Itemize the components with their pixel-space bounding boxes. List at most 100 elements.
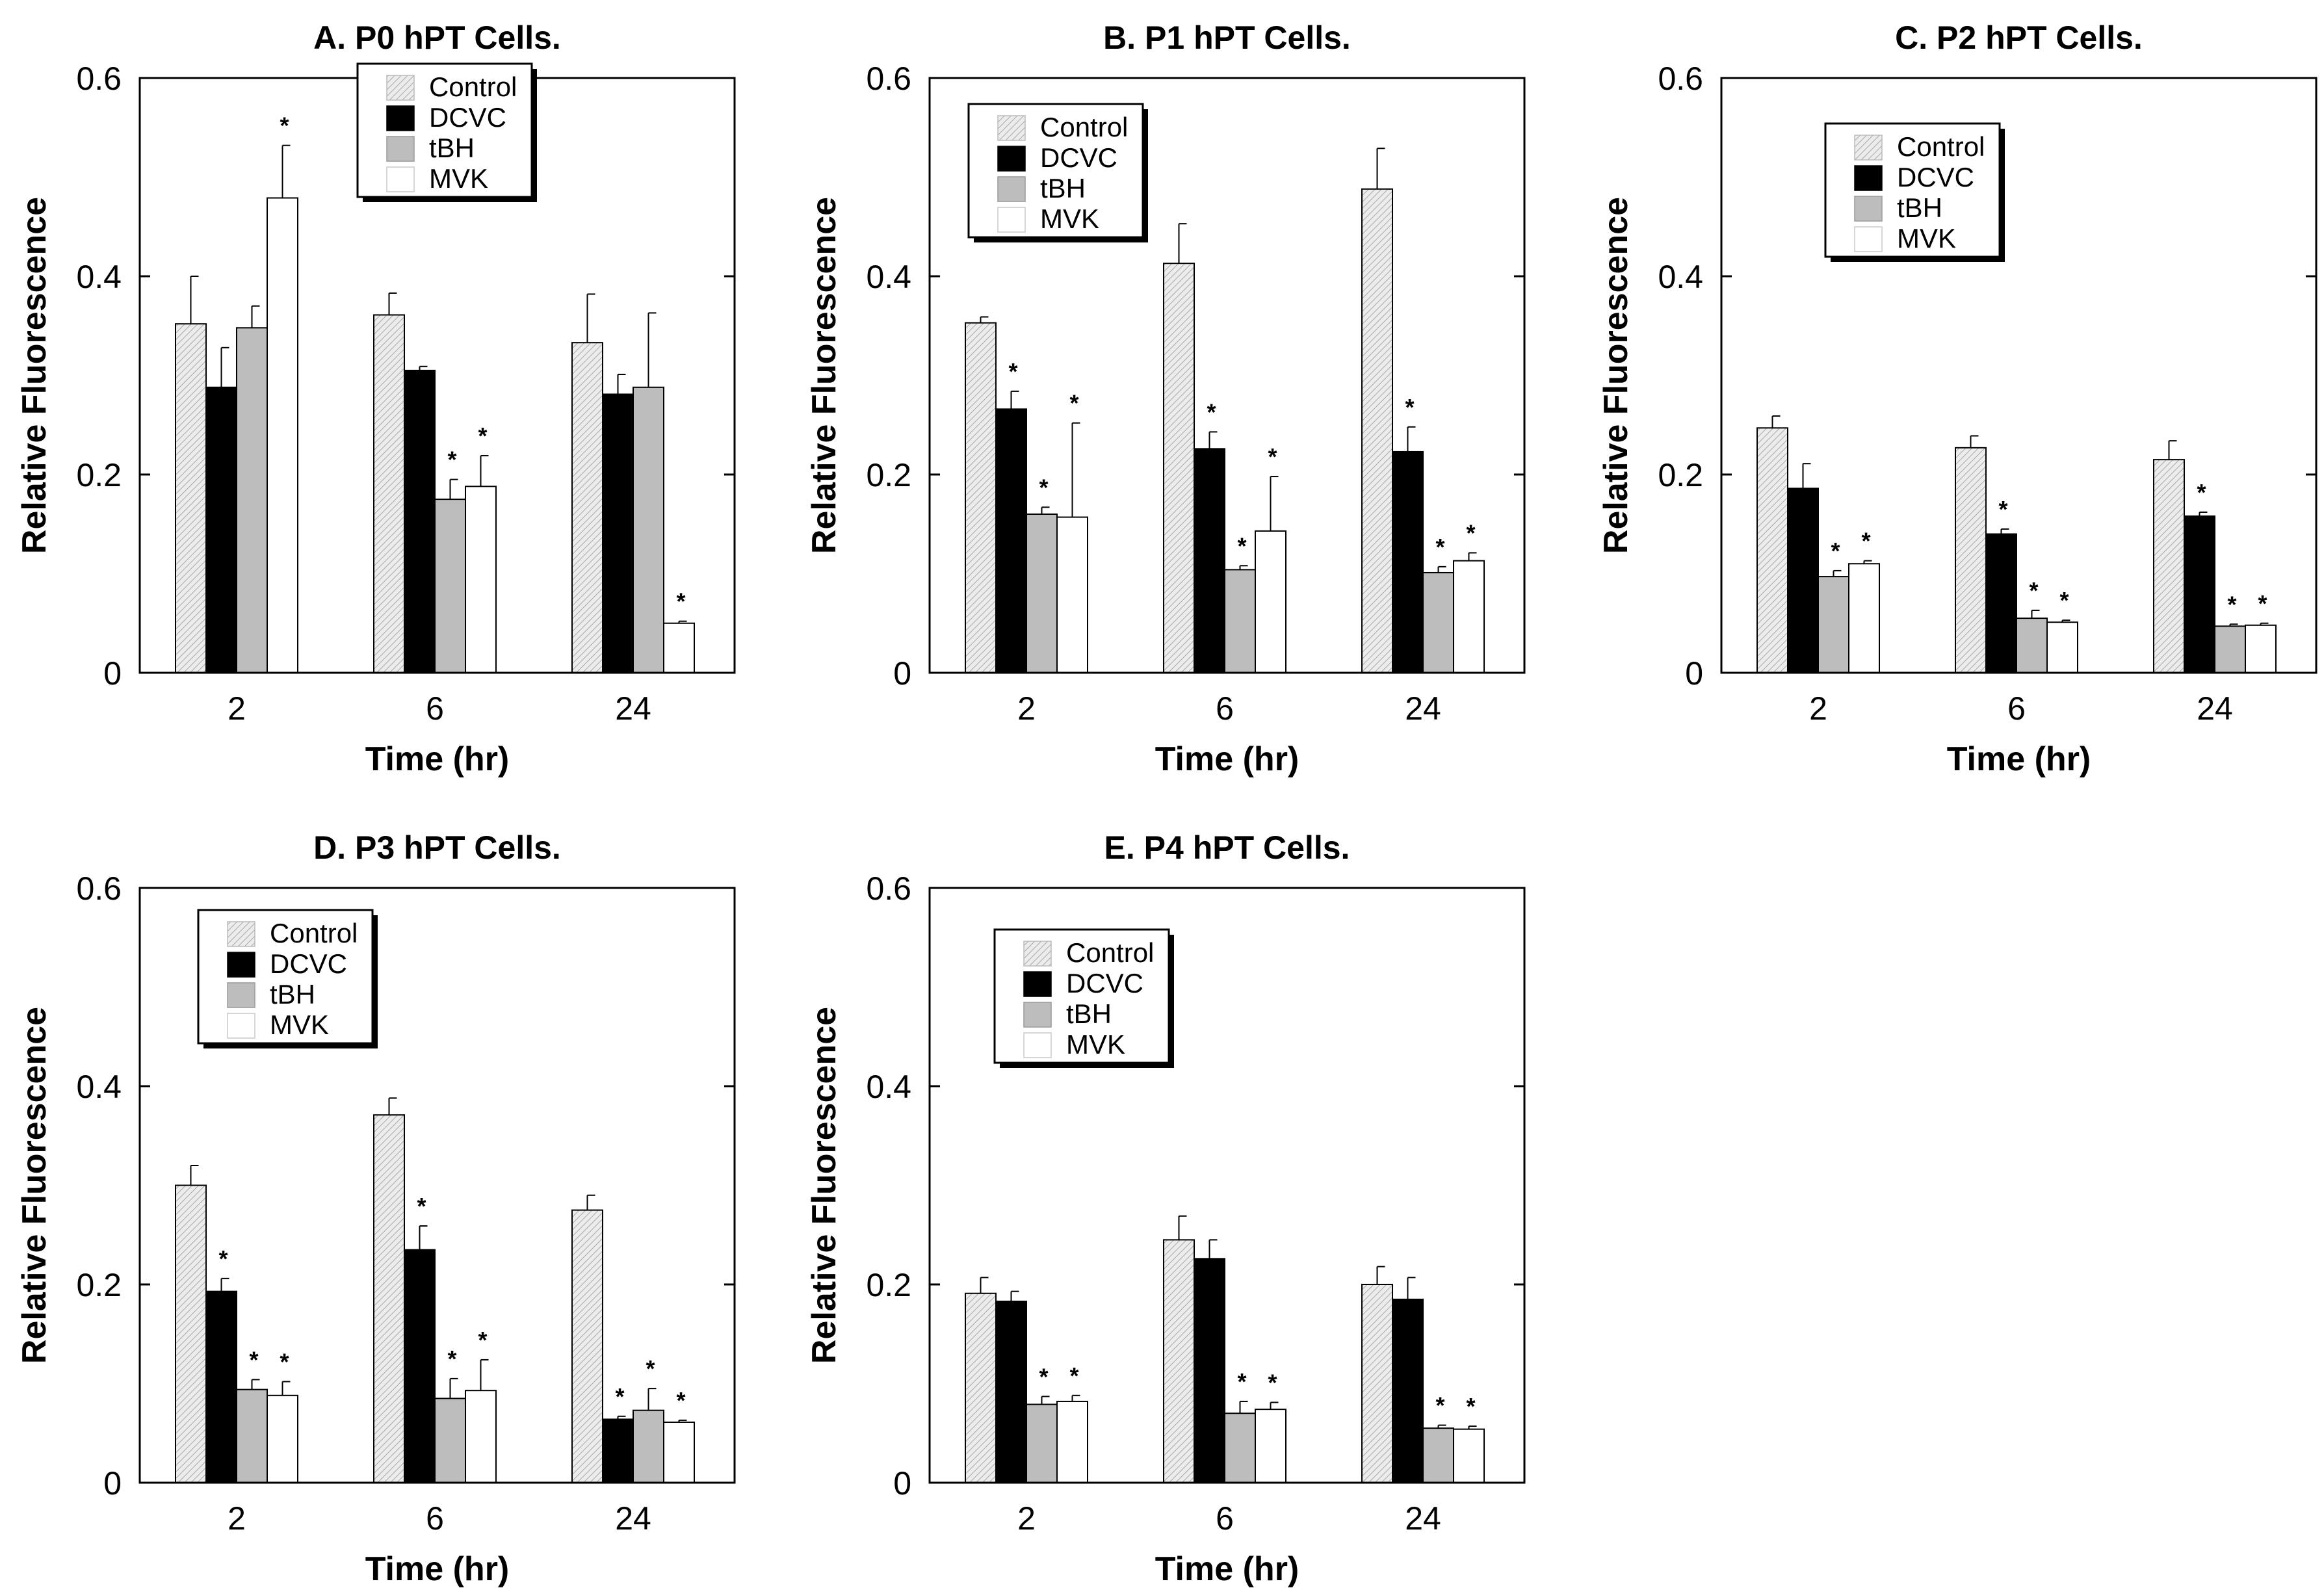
y-tick-label: 0.6 (866, 870, 911, 907)
bar-control-6 (1163, 263, 1195, 673)
significance-mark: * (1998, 496, 2007, 523)
plot-frame (1720, 77, 2317, 674)
y-tick-label: 0 (103, 1465, 122, 1502)
significance-mark: * (615, 1383, 624, 1410)
x-tick-label: 2 (228, 1500, 246, 1537)
bar-tbh-6 (1224, 1412, 1256, 1483)
significance-mark: * (2029, 577, 2038, 604)
x-tick-label: 2 (228, 690, 246, 727)
y-tick-label: 0.2 (76, 457, 122, 493)
legend-swatch-mvk (1023, 1032, 1052, 1058)
legend-label-dcvc: DCVC (1897, 162, 1974, 192)
legend-swatch-dcvc (1854, 165, 1883, 191)
bar-control-6 (1163, 1239, 1195, 1483)
legend-label-control: Control (429, 72, 517, 102)
legend-label-tbh: tBH (1897, 192, 1942, 223)
legend-swatch-control (1854, 135, 1883, 161)
legend-swatch-dcvc (386, 105, 415, 131)
significance-mark: * (1039, 474, 1048, 501)
bar-tbh-24 (1422, 1427, 1454, 1483)
legend-label-mvk: MVK (1066, 1029, 1125, 1060)
chart-title: A. P0 hPT Cells. (313, 20, 561, 56)
y-tick-label: 0 (103, 655, 122, 692)
bar-mvk-2 (1848, 563, 1880, 673)
y-tick-label: 0.2 (1658, 457, 1703, 493)
significance-mark: * (478, 423, 487, 449)
legend-label-mvk: MVK (429, 163, 488, 194)
significance-mark: * (2197, 479, 2206, 506)
legend-label-dcvc: DCVC (429, 102, 506, 133)
significance-mark: * (676, 1387, 685, 1414)
legend-swatch-tbh (386, 136, 415, 162)
bar-mvk-6 (1255, 530, 1286, 673)
legend-swatch-tbh (997, 176, 1026, 202)
x-axis-label: Time (hr) (1155, 1550, 1299, 1588)
panel-e: E. P4 hPT Cells. * * * * * * 0 0.2 0.4 0.6 2 6 24 Time… (805, 829, 1526, 1588)
significance-mark: * (1831, 538, 1840, 564)
significance-mark: * (1435, 1392, 1444, 1419)
significance-mark: * (1466, 519, 1475, 546)
bar-control-24 (1361, 1284, 1393, 1483)
significance-mark: * (1008, 358, 1017, 385)
x-tick-label: 24 (615, 1500, 651, 1537)
x-tick-label: 24 (2197, 690, 2233, 727)
bar-tbh-24 (1422, 571, 1454, 673)
bar-dcvc-2 (995, 1300, 1027, 1484)
panel-c: C. P2 hPT Cells. * * * * * * * * 0 0.2 0.4 0.6 2 6 24 Ti… (1597, 20, 2317, 778)
legend-label-control: Control (1066, 937, 1154, 968)
x-tick-label: 24 (615, 690, 651, 727)
bar-control-24 (2153, 459, 2185, 673)
legend-swatch-control (997, 115, 1026, 141)
significance-mark: * (1405, 394, 1414, 421)
bar-mvk-24 (663, 622, 695, 673)
y-tick-label: 0 (893, 1465, 911, 1502)
bar-control-2 (965, 1292, 997, 1483)
legend-swatch-mvk (386, 166, 415, 192)
legend-label-dcvc: DCVC (1066, 968, 1143, 998)
bar-dcvc-6 (404, 1249, 436, 1483)
significance-mark: * (1069, 1362, 1078, 1389)
significance-mark: * (249, 1346, 258, 1373)
legend-label-control: Control (270, 918, 358, 948)
y-tick-label: 0.4 (866, 1069, 911, 1105)
significance-mark: * (2227, 591, 2236, 618)
significance-mark: * (1039, 1363, 1048, 1390)
bar-control-2 (965, 322, 997, 673)
significance-mark: * (1435, 534, 1444, 560)
significance-mark: * (218, 1245, 228, 1272)
legend-swatch-dcvc (227, 952, 255, 978)
y-tick-label: 0 (1685, 655, 1703, 692)
legend-label-dcvc: DCVC (1040, 142, 1117, 173)
y-tick-label: 0.6 (76, 870, 122, 907)
legend-swatch-control (227, 921, 255, 947)
y-axis-label: Relative Fluorescence (1597, 197, 1635, 554)
bar-dcvc-24 (602, 393, 634, 673)
legend-swatch-dcvc (1023, 971, 1052, 997)
x-tick-label: 6 (1216, 690, 1234, 727)
panel-a: A. P0 hPT Cells. * * * * 0 0.2 0.4 0.6 2 6 24 Time (… (16, 20, 736, 778)
bar-mvk-24 (1453, 560, 1485, 673)
bar-dcvc-24 (602, 1418, 634, 1483)
significance-mark: * (280, 112, 289, 139)
chart-title: B. P1 hPT Cells. (1103, 20, 1351, 56)
bar-mvk-2 (267, 197, 298, 673)
significance-mark: * (1268, 1369, 1277, 1396)
plot-frame (928, 887, 1526, 1484)
bar-control-24 (571, 1209, 603, 1483)
bar-tbh-6 (434, 499, 466, 673)
x-tick-label: 2 (1809, 690, 1827, 727)
significance-mark: * (2258, 590, 2267, 617)
panel-b: B. P1 hPT Cells. * * * * * * * * * 0 0.2 0.4 0.6 2 6 24 T… (805, 20, 1526, 778)
bar-mvk-24 (2245, 624, 2277, 673)
y-tick-label: 0.2 (76, 1267, 122, 1303)
significance-mark: * (447, 447, 456, 473)
significance-mark: * (1268, 443, 1277, 470)
significance-mark: * (2059, 587, 2069, 614)
legend-label-mvk: MVK (270, 1009, 329, 1040)
bar-dcvc-6 (1985, 533, 2017, 673)
y-tick-label: 0.6 (866, 60, 911, 97)
bar-tbh-24 (2214, 625, 2246, 674)
bar-mvk-2 (1056, 516, 1088, 674)
